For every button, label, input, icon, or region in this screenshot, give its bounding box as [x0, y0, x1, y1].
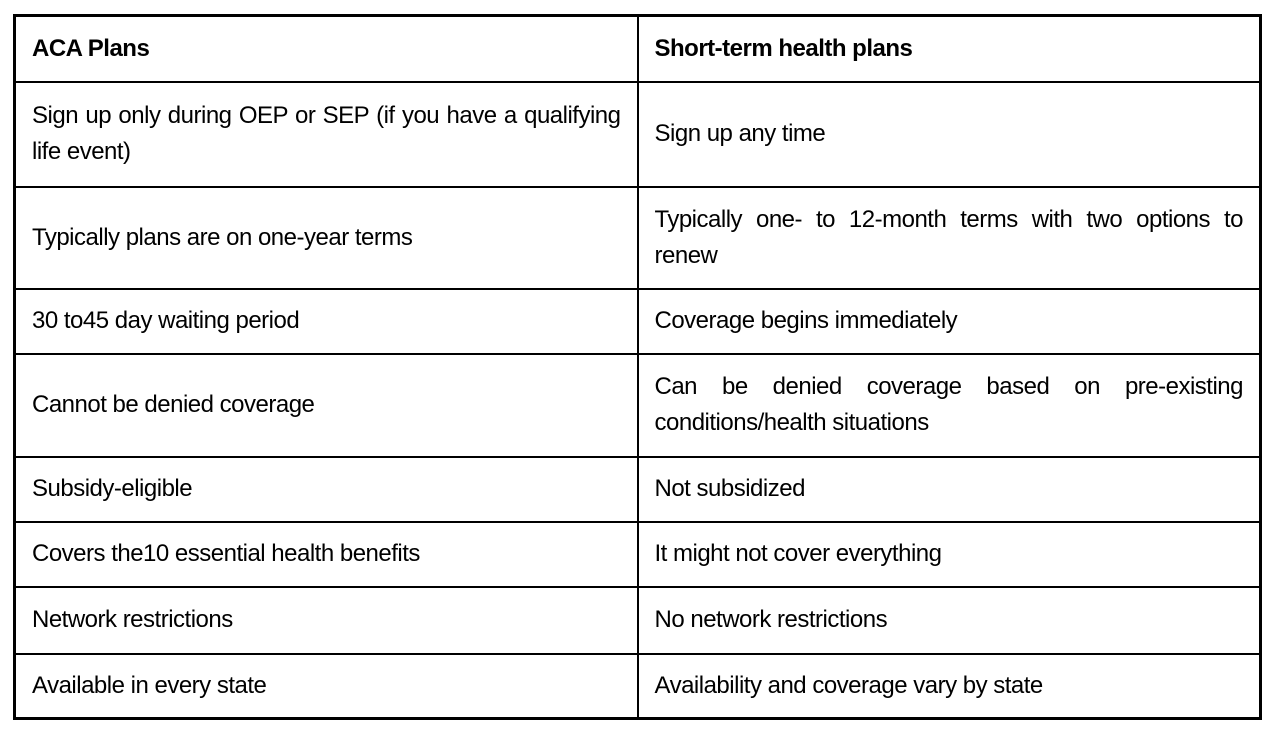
table-row: 30 to45 day waiting period Coverage begi…: [13, 287, 1262, 355]
table-row: Typically plans are on one-year terms Ty…: [13, 185, 1262, 290]
table-cell-aca: Available in every state: [13, 652, 639, 719]
table-row: Available in every state Availability an…: [13, 652, 1262, 719]
table-row: Subsidy-eligible Not subsidized: [13, 455, 1262, 523]
table-cell-short-term: Typically one- to 12-month terms with tw…: [636, 185, 1262, 290]
table-cell-short-term: Coverage begins immediately: [636, 287, 1262, 355]
table-row: Sign up only during OEP or SEP (if you h…: [13, 80, 1262, 188]
table-header-row: ACA Plans Short-term health plans: [13, 14, 1262, 83]
table-cell-aca: Typically plans are on one-year terms: [13, 185, 639, 290]
table-row: Covers the10 essential health benefits I…: [13, 520, 1262, 588]
table-row: Cannot be denied coverage Can be denied …: [13, 352, 1262, 458]
table-cell-short-term: Not subsidized: [636, 455, 1262, 523]
column-header-aca-plans: ACA Plans: [13, 14, 639, 83]
table-cell-aca: Cannot be denied coverage: [13, 352, 639, 458]
table-cell-aca: Covers the10 essential health benefits: [13, 520, 639, 588]
table-cell-aca: Subsidy-eligible: [13, 455, 639, 523]
table-cell-aca: 30 to45 day waiting period: [13, 287, 639, 355]
table-cell-short-term: Sign up any time: [636, 80, 1262, 188]
table-cell-short-term: Can be denied coverage based on pre-exis…: [636, 352, 1262, 458]
table-cell-aca: Network restrictions: [13, 585, 639, 655]
table-row: Network restrictions No network restrict…: [13, 585, 1262, 655]
table-cell-short-term: Availability and coverage vary by state: [636, 652, 1262, 719]
comparison-table: ACA Plans Short-term health plans Sign u…: [13, 14, 1262, 720]
column-header-short-term-plans: Short-term health plans: [636, 14, 1262, 83]
table-cell-aca: Sign up only during OEP or SEP (if you h…: [13, 80, 639, 188]
table-cell-short-term: No network restrictions: [636, 585, 1262, 655]
table-cell-short-term: It might not cover everything: [636, 520, 1262, 588]
